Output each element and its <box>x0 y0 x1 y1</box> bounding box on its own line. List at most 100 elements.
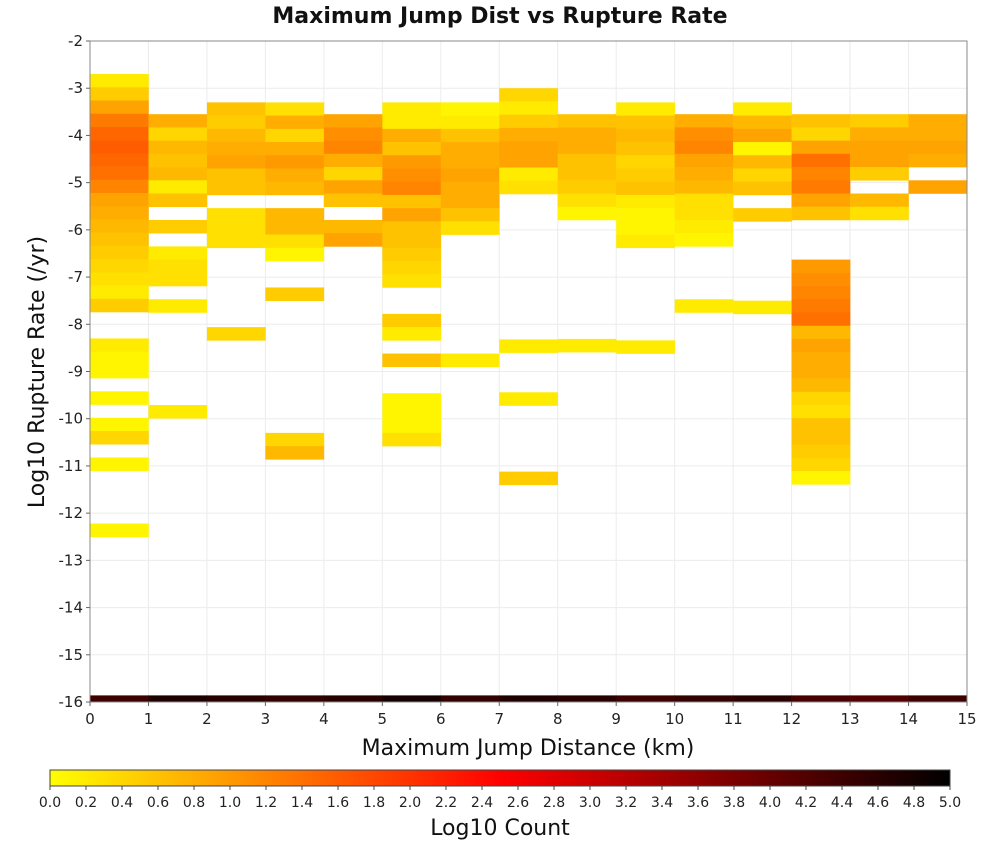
heatmap-cell <box>90 351 149 366</box>
heatmap-cell <box>733 300 792 315</box>
heatmap-cell <box>265 208 325 222</box>
heatmap-cell <box>265 128 325 143</box>
heatmap-cell <box>440 194 500 209</box>
heatmap-cell <box>323 193 383 208</box>
chart-title: Maximum Jump Dist vs Rupture Rate <box>272 4 727 29</box>
heatmap-cell <box>323 140 383 155</box>
heatmap-cell <box>674 193 734 208</box>
heatmap-cell <box>265 102 325 116</box>
heatmap-cell <box>148 153 208 168</box>
heatmap-cell <box>733 181 792 196</box>
heatmap-cell <box>90 153 149 167</box>
heatmap-cell <box>90 206 149 220</box>
heatmap-cell-bottom <box>265 695 325 703</box>
heatmap-cell <box>90 430 149 445</box>
heatmap-cell-bottom <box>557 695 617 703</box>
x-tick-label: 0 <box>85 710 95 728</box>
heatmap-cell <box>733 128 792 143</box>
heatmap-cell <box>148 405 208 419</box>
heatmap-cell <box>908 127 968 141</box>
heatmap-cell <box>90 364 149 379</box>
heatmap-cell <box>206 115 266 130</box>
heatmap-cell <box>206 181 266 196</box>
heatmap-cell <box>323 233 383 247</box>
heatmap-cell <box>382 419 442 434</box>
heatmap-cell <box>791 325 851 340</box>
heatmap-cell <box>674 140 734 155</box>
heatmap-cell <box>557 338 617 353</box>
heatmap-cell <box>206 234 266 249</box>
heatmap-cell <box>791 127 851 141</box>
x-tick-label: 7 <box>494 710 504 728</box>
heatmap-cell <box>382 115 442 130</box>
heatmap-cell <box>791 471 851 485</box>
heatmap-cell <box>499 127 559 142</box>
heatmap-cell <box>265 168 325 182</box>
heatmap-cell <box>557 140 617 155</box>
y-tick-label: -4 <box>68 126 83 144</box>
heatmap-cell <box>90 259 149 273</box>
heatmap-cell <box>674 153 734 168</box>
heatmap-cell <box>265 115 325 130</box>
x-tick-label: 13 <box>841 710 860 728</box>
heatmap-cell <box>382 102 442 116</box>
heatmap-cell <box>90 245 149 260</box>
y-tick-label: -3 <box>68 79 83 97</box>
colorbar-tick-label: 2.0 <box>399 795 421 811</box>
colorbar-tick-label: 1.8 <box>363 795 385 811</box>
x-tick-label: 11 <box>724 710 743 728</box>
heatmap-cell <box>908 153 968 168</box>
heatmap-cell <box>148 140 208 155</box>
heatmap-cell <box>440 221 500 235</box>
heatmap-cell <box>90 219 149 233</box>
heatmap-cell <box>791 444 851 459</box>
heatmap-cell <box>90 232 149 247</box>
x-tick-label: 3 <box>261 710 271 728</box>
heatmap-cell <box>791 114 851 128</box>
heatmap-cell <box>733 142 792 156</box>
heatmap-cell <box>382 406 442 420</box>
heatmap-cell <box>440 142 500 156</box>
heatmap-cell <box>791 259 851 274</box>
heatmap-cell <box>148 180 208 194</box>
heatmap-cell <box>382 313 442 328</box>
heatmap-cell <box>323 127 383 141</box>
heatmap-cell <box>148 127 208 141</box>
heatmap-cell <box>265 142 325 156</box>
colorbar-tick-label: 0.4 <box>111 795 133 811</box>
y-tick-label: -6 <box>68 221 83 239</box>
y-tick-label: -8 <box>68 315 83 333</box>
heatmap-cell <box>733 208 792 222</box>
heatmap-cell <box>90 523 149 538</box>
heatmap-cell <box>557 180 617 194</box>
colorbar-tick-label: 4.4 <box>831 795 853 811</box>
heatmap-cell <box>616 142 675 156</box>
heatmap-cell <box>148 259 208 274</box>
x-tick-label: 8 <box>553 710 563 728</box>
heatmap-cell <box>791 167 851 181</box>
colorbar-tick-label: 0.8 <box>183 795 205 811</box>
heatmap-cell <box>791 312 851 327</box>
y-tick-label: -9 <box>68 363 83 381</box>
heatmap-cell <box>382 247 442 262</box>
x-tick-label: 2 <box>202 710 212 728</box>
x-tick-label: 9 <box>611 710 621 728</box>
heatmap-cell <box>440 102 500 116</box>
heatmap-cell <box>791 365 851 379</box>
heatmap-cell <box>850 127 909 141</box>
heatmap-cell <box>440 155 500 169</box>
heatmap-cell <box>499 154 559 168</box>
heatmap-cell <box>908 114 968 128</box>
heatmap-cell <box>791 391 851 406</box>
colorbar-ticks: 0.0 0.2 0.4 0.6 0.8 1.0 1.2 1.4 1.6 1.8 2.0 2.2 2.4 2… <box>39 786 961 811</box>
heatmap-cell-bottom <box>90 695 149 703</box>
heatmap-cell <box>674 233 734 247</box>
colorbar-tick-label: 1.0 <box>219 795 241 811</box>
heatmap-cell-bottom <box>499 695 559 703</box>
x-tick-label: 14 <box>899 710 918 728</box>
heatmap-cell <box>850 167 909 181</box>
colorbar-tick-label: 2.4 <box>471 795 493 811</box>
heatmap-cell <box>440 208 500 222</box>
heatmap-cell <box>382 142 442 156</box>
heatmap-cell-bottom <box>791 695 851 703</box>
